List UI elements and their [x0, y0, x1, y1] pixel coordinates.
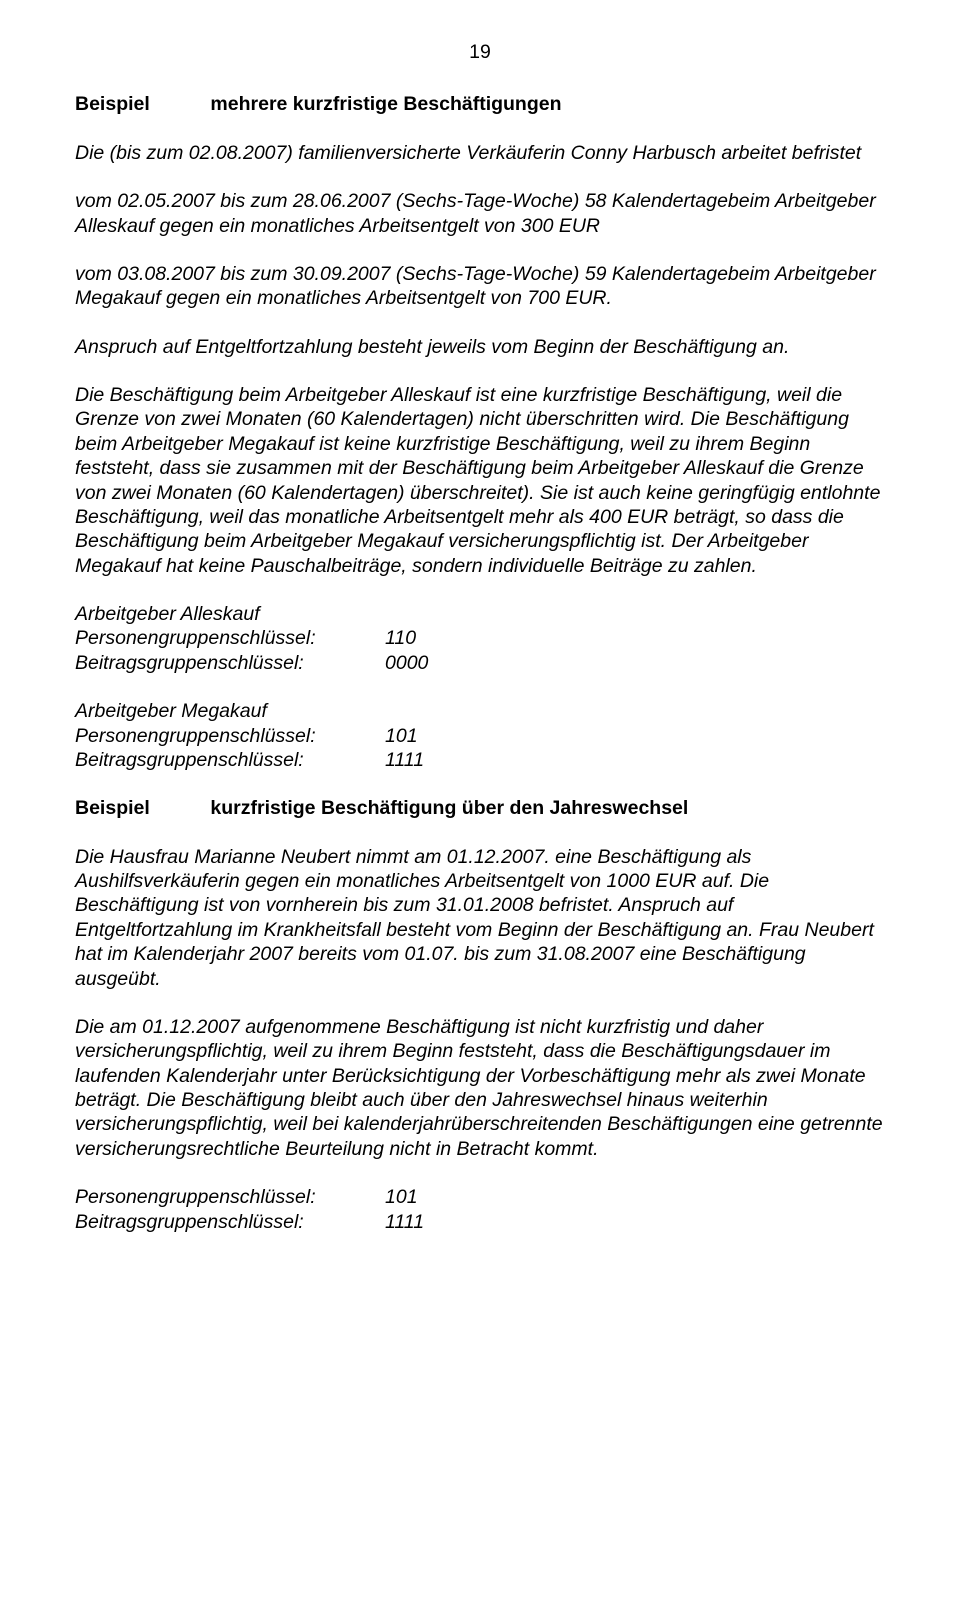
employer-title: Arbeitgeber Alleskauf	[75, 602, 885, 626]
key-value-row: Personengruppenschlüssel: 101	[75, 724, 885, 748]
document-page: 19 Beispiel mehrere kurzfristige Beschäf…	[0, 0, 960, 1298]
kv-value: 1111	[385, 748, 424, 772]
kv-key: Beitragsgruppenschlüssel:	[75, 748, 385, 772]
page-number: 19	[75, 40, 885, 64]
employer-group-alleskauf: Arbeitgeber Alleskauf Personengruppensch…	[75, 602, 885, 675]
kv-value: 110	[385, 626, 416, 650]
paragraph: Anspruch auf Entgeltfortzahlung besteht …	[75, 335, 885, 359]
heading-text: kurzfristige Beschäftigung über den Jahr…	[210, 797, 688, 819]
kv-key: Personengruppenschlüssel:	[75, 626, 385, 650]
kv-key: Beitragsgruppenschlüssel:	[75, 1210, 385, 1234]
kv-value: 0000	[385, 651, 428, 675]
key-value-row: Personengruppenschlüssel: 101	[75, 1185, 885, 1209]
paragraph: vom 02.05.2007 bis zum 28.06.2007 (Sechs…	[75, 189, 885, 238]
heading-label: Beispiel	[75, 796, 205, 820]
kv-key: Personengruppenschlüssel:	[75, 724, 385, 748]
paragraph: Die Beschäftigung beim Arbeitgeber Alles…	[75, 383, 885, 578]
heading-text: mehrere kurzfristige Beschäftigungen	[210, 93, 561, 115]
key-value-row: Personengruppenschlüssel: 110	[75, 626, 885, 650]
paragraph: Die Hausfrau Marianne Neubert nimmt am 0…	[75, 845, 885, 991]
kv-value: 101	[385, 724, 418, 748]
section-heading: Beispiel kurzfristige Beschäftigung über…	[75, 796, 885, 820]
paragraph: vom 03.08.2007 bis zum 30.09.2007 (Sechs…	[75, 262, 885, 311]
paragraph: Die (bis zum 02.08.2007) familienversich…	[75, 141, 885, 165]
key-value-row: Beitragsgruppenschlüssel: 1111	[75, 1210, 885, 1234]
kv-key: Personengruppenschlüssel:	[75, 1185, 385, 1209]
heading-label: Beispiel	[75, 92, 205, 116]
section-heading: Beispiel mehrere kurzfristige Beschäftig…	[75, 92, 885, 116]
paragraph: Die am 01.12.2007 aufgenommene Beschäfti…	[75, 1015, 885, 1161]
kv-key: Beitragsgruppenschlüssel:	[75, 651, 385, 675]
kv-value: 101	[385, 1185, 418, 1209]
employer-title: Arbeitgeber Megakauf	[75, 699, 885, 723]
key-value-row: Beitragsgruppenschlüssel: 0000	[75, 651, 885, 675]
kv-value: 1111	[385, 1210, 424, 1234]
key-value-row: Beitragsgruppenschlüssel: 1111	[75, 748, 885, 772]
employer-group-megakauf: Arbeitgeber Megakauf Personengruppenschl…	[75, 699, 885, 772]
key-value-group: Personengruppenschlüssel: 101 Beitragsgr…	[75, 1185, 885, 1234]
